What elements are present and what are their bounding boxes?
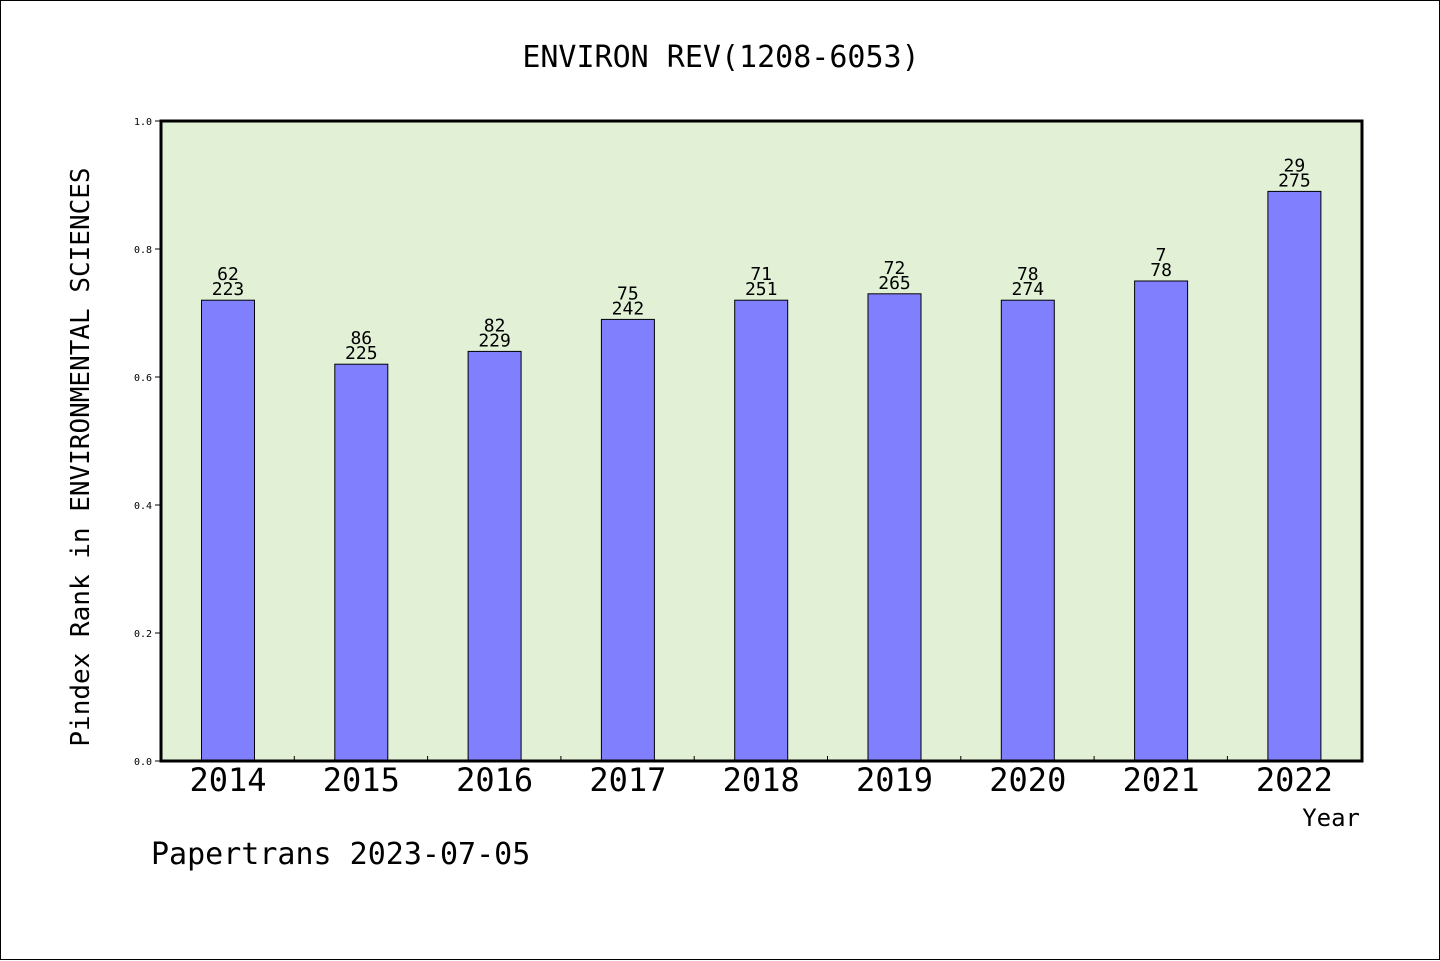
x-tick-label-2019: 2019 — [856, 761, 933, 799]
y-tick-label: 0.0 — [134, 757, 152, 768]
bar-label-top-2022: 29 — [1284, 155, 1306, 176]
bar-label-top-2015: 86 — [350, 328, 372, 349]
y-ticks-group: 0.0 0.2 0.4 0.6 0.8 1.0 — [134, 117, 161, 768]
y-tick-label: 0.6 — [134, 373, 152, 384]
bar-label-bottom-2016: 229 — [478, 330, 511, 351]
x-tick-label-2015: 2015 — [323, 761, 400, 799]
x-tick-label-2022: 2022 — [1256, 761, 1333, 799]
x-tick-label-2021: 2021 — [1123, 761, 1200, 799]
bar-2014 — [201, 299, 255, 762]
bar-label-top-2020: 78 — [1017, 264, 1039, 285]
bar-label-bottom-2022: 275 — [1278, 170, 1311, 191]
x-tick-label-2014: 2014 — [189, 761, 266, 799]
y-tick-label: 0.8 — [134, 245, 152, 256]
bar-2015 — [334, 363, 389, 762]
x-ticks-group: 2014 2015 2016 2017 2018 2019 2020 2021 2022 — [189, 756, 1333, 799]
x-tick-label-2020: 2020 — [989, 761, 1066, 799]
bar-2021 — [1134, 280, 1189, 762]
bar-2018 — [734, 299, 789, 762]
bar-label-bottom-2014: 223 — [212, 279, 245, 300]
bar-label-top-2019: 72 — [884, 258, 906, 279]
bar-2016 — [467, 350, 522, 762]
x-tick-label-2018: 2018 — [723, 761, 800, 799]
bar-label-top-2017: 75 — [617, 283, 639, 304]
bar-2017 — [600, 318, 655, 762]
y-tick-label: 0.4 — [134, 501, 152, 512]
bar-label-top-2021: 7 — [1156, 245, 1167, 266]
footer-credit: Papertrans 2023-07-05 — [151, 837, 530, 872]
y-tick-label: 0.2 — [134, 629, 152, 640]
bar-label-top-2014: 62 — [217, 264, 239, 285]
bar-2019 — [867, 293, 922, 762]
bar-2020 — [1000, 299, 1055, 762]
bar-label-top-2018: 71 — [750, 264, 772, 285]
bar-label-bottom-2017: 242 — [612, 298, 645, 319]
x-axis-label: Year — [1302, 804, 1360, 832]
bar-label-bottom-2015: 225 — [345, 343, 378, 364]
x-tick-label-2017: 2017 — [589, 761, 666, 799]
y-axis-label: Pindex Rank in ENVIRONMENTAL SCIENCES — [66, 167, 96, 746]
bar-label-bottom-2018: 251 — [745, 279, 778, 300]
y-tick-label: 1.0 — [134, 117, 152, 128]
bar-label-top-2016: 82 — [484, 315, 506, 336]
chart-title: ENVIRON REV(1208-6053) — [522, 40, 919, 75]
x-tick-label-2016: 2016 — [456, 761, 533, 799]
plot-border — [159, 119, 1364, 763]
bar-2022 — [1267, 190, 1322, 762]
bar-label-bottom-2020: 274 — [1012, 279, 1045, 300]
bar-label-bottom-2021: 78 — [1150, 260, 1172, 281]
bar-label-bottom-2019: 265 — [878, 273, 911, 294]
